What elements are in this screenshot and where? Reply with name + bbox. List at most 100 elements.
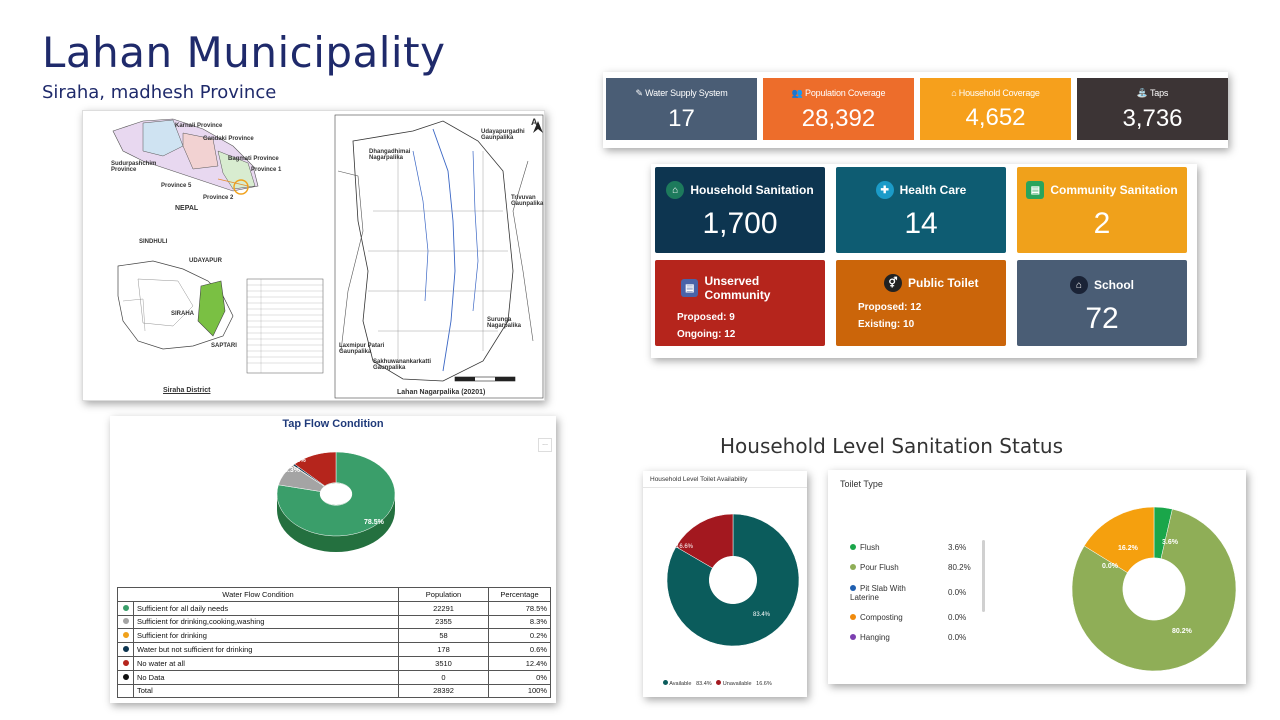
stat-taps[interactable]: ⛲ Taps 3,736 — [1077, 78, 1228, 140]
map-label-gandaki: Gandaki Province — [203, 136, 254, 142]
legend-unavailable-value: 16.6% — [756, 681, 772, 687]
availability-slice-1[interactable] — [675, 513, 734, 569]
tap-flow-slice-0[interactable] — [276, 451, 396, 537]
legend-item-flush[interactable]: Flush 3.6% — [850, 543, 966, 552]
card-household-sanitation-label: Household Sanitation — [690, 183, 814, 197]
row-population: 2355 — [398, 614, 489, 630]
tap-flow-pie: 78.5% 8.3% 0.6% 12.4% 0.0% — [276, 443, 396, 552]
row-condition: No water at all — [133, 655, 399, 671]
col-percentage: Percentage — [488, 587, 551, 602]
coverage-stats: ✎ Water Supply System 17 👥 Population Co… — [603, 72, 1228, 148]
card-health-care[interactable]: ✚ Health Care 14 — [836, 167, 1006, 253]
row-condition: Sufficient for drinking — [133, 628, 399, 644]
card-community-sanitation-label: Community Sanitation — [1050, 183, 1178, 197]
legend-item-pit-slab[interactable]: Pit Slab With Laterine 0.0% — [850, 584, 966, 602]
table-row: Sufficient for drinking,cooking,washing 2… — [117, 614, 551, 630]
stat-household-label: Household Coverage — [958, 88, 1040, 98]
legend-dot-unavailable — [716, 680, 722, 685]
stat-water-supply-label: Water Supply System — [645, 88, 728, 98]
users-icon: 👥 — [791, 88, 806, 98]
stat-household-value: 4,652 — [965, 104, 1026, 131]
card-unserved-community-label: Unserved Community — [704, 274, 771, 302]
map-label-trivuvan: Trivuvan Gaunpalika — [511, 195, 544, 207]
legend-dot — [122, 646, 129, 653]
legend-pit-slab-value: 0.0% — [948, 588, 967, 597]
map-label-laxmipur: Laxmipur Patari Gaunpalika — [339, 343, 385, 355]
donut-label-pour-flush: 80.2% — [1172, 628, 1193, 635]
card-household-sanitation[interactable]: ⌂ Household Sanitation 1,700 — [655, 167, 825, 253]
legend-item-hanging[interactable]: Hanging 0.0% — [850, 633, 966, 642]
map-caption-siraha: Siraha District — [163, 387, 211, 394]
map-label-sudurpashchim: Sudurpashchim Province — [111, 161, 157, 173]
row-percentage: 0.2% — [488, 628, 551, 644]
card-school[interactable]: ⌂ School 72 — [1017, 260, 1187, 346]
card-unserved-community[interactable]: ▤ Unserved Community Proposed: 9 Ongoing:… — [655, 260, 825, 346]
pie-label-not-sufficient: 0.6% — [292, 458, 306, 464]
card-health-care-value: 14 — [904, 207, 938, 240]
map-label-siraha: SIRAHA — [171, 311, 195, 317]
legend-available-value: 83.4% — [696, 681, 712, 687]
map-label-karnali: Karnali Province — [175, 123, 223, 129]
legend-scrollbar[interactable] — [982, 540, 985, 612]
map-label-nepal: NEPAL — [175, 205, 199, 212]
toilet-type-slice-1[interactable] — [1071, 508, 1237, 672]
toilet-type-title: Toilet Type — [840, 479, 883, 489]
map-label-surunga: Surunga Nagarpalika — [487, 317, 522, 329]
table-row: No water at all 3510 12.4% — [117, 655, 551, 671]
health-icon: ✚ — [875, 181, 894, 199]
page-title: Lahan Municipality — [42, 28, 446, 77]
availability-legend: Available 83.4% Unavailable 16.6% — [663, 680, 772, 687]
row-population: 22291 — [398, 600, 489, 616]
clipboard-icon: ▤ — [1026, 181, 1045, 199]
total-label: Total — [133, 683, 399, 699]
card-public-toilet-label: Public Toilet — [908, 276, 979, 290]
house-icon: ⌂ — [666, 181, 685, 199]
map-label-province2: Province 2 — [203, 195, 234, 201]
toilet-availability-donut: 83.4% 16.6% — [666, 513, 800, 647]
card-community-sanitation-value: 2 — [1093, 207, 1111, 240]
north-arrow-icon: A — [531, 117, 538, 127]
map-caption-lahan: Lahan Nagarpalika (20201) — [397, 389, 486, 396]
stat-taps-label: Taps — [1149, 88, 1169, 98]
row-percentage: 0.6% — [488, 642, 551, 657]
household-sanitation-heading: Household Level Sanitation Status — [720, 434, 1064, 458]
stat-water-supply[interactable]: ✎ Water Supply System 17 — [606, 78, 757, 140]
availability-slices — [666, 513, 800, 647]
legend-item-pour-flush[interactable]: Pour Flush 80.2% — [850, 563, 971, 572]
donut-label-other: 16.2% — [1118, 545, 1139, 552]
home-icon: ⌂ — [951, 88, 959, 98]
tap-flow-slice-4[interactable] — [294, 451, 337, 487]
row-percentage: 78.5% — [488, 600, 551, 616]
toilet-availability-panel: Household Level Toilet Availability 83.4… — [643, 471, 807, 697]
stat-population[interactable]: 👥 Population Coverage 28,392 — [763, 78, 914, 140]
donut-label-unavailable: 16.6% — [676, 544, 694, 550]
more-options-button[interactable]: ... — [538, 438, 552, 452]
row-condition: Sufficient for all daily needs — [133, 600, 399, 616]
card-school-value: 72 — [1085, 302, 1119, 335]
availability-slice-0[interactable] — [666, 513, 800, 647]
tap-flow-panel: Tap Flow Condition ... 78.5% 8.3% 0.6% 1… — [110, 416, 556, 703]
map-label-udayapur: UDAYAPUR — [189, 258, 222, 264]
school-icon: ⌂ — [1069, 276, 1088, 294]
tap-flow-slices — [276, 451, 396, 537]
stat-household[interactable]: ⌂ Household Coverage 4,652 — [920, 78, 1071, 140]
stat-population-value: 28,392 — [801, 105, 876, 132]
map-label-dhangadhimai: Dhangadhimai Nagarpalika — [369, 149, 411, 161]
legend-unavailable-name: Unavailable — [722, 681, 752, 687]
toilet-type-slice-5[interactable] — [1083, 506, 1155, 573]
tap-icon: ⛲ — [1136, 88, 1150, 98]
row-condition: No Data — [133, 669, 399, 685]
location-map-drawing — [112, 114, 544, 399]
row-population: 0 — [398, 669, 489, 685]
stat-water-supply-value: 17 — [668, 105, 695, 132]
stat-taps-value: 3,736 — [1122, 105, 1183, 132]
total-percentage: 100% — [488, 683, 551, 699]
pie-label-no-water: 12.4% — [307, 447, 328, 454]
row-condition: Water but not sufficient for drinking — [133, 642, 399, 657]
card-community-sanitation[interactable]: ▤ Community Sanitation 2 — [1017, 167, 1187, 253]
card-public-toilet[interactable]: ⚥ Public Toilet Proposed: 12 Existing: 10 — [836, 260, 1006, 346]
legend-item-composting[interactable]: Composting 0.0% — [850, 613, 966, 622]
legend-dot — [122, 659, 129, 666]
legend-available-name: Available — [669, 681, 692, 687]
row-condition: Sufficient for drinking,cooking,washing — [133, 614, 399, 630]
